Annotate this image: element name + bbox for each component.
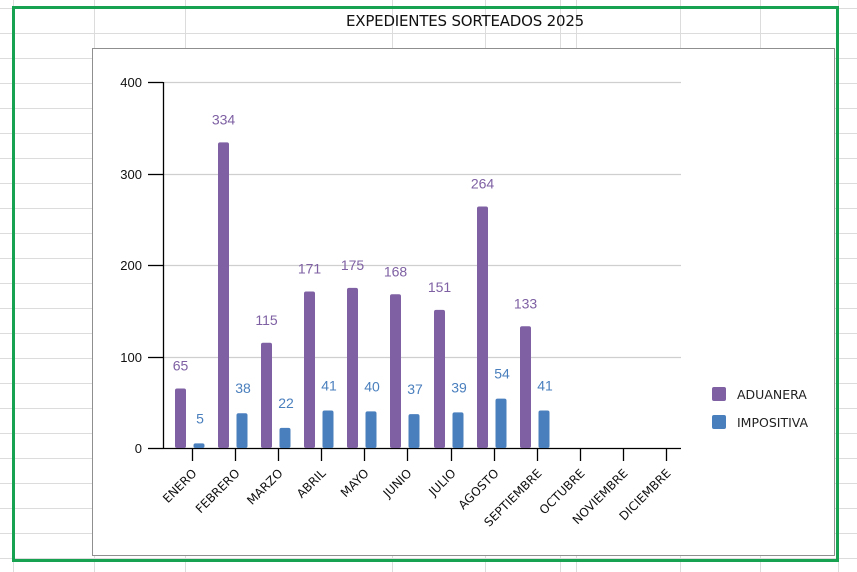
bar-aduanera	[434, 309, 445, 448]
bar-impositiva	[538, 410, 550, 448]
bar-impositiva	[322, 410, 334, 448]
x-tick-label: ABRIL	[294, 466, 329, 501]
x-tick-label: MARZO	[244, 466, 285, 507]
x-tick-label: MAYO	[338, 466, 372, 500]
x-tick-label: FEBRERO	[193, 466, 243, 516]
bar-aduanera	[304, 291, 315, 448]
bar-aduanera	[261, 342, 272, 448]
data-label-aduanera: 334	[212, 111, 236, 127]
chart-area[interactable]: 0 100 200 300 400 ENERO 65 5 FEBRERO 334 38 MARZO 11…	[92, 48, 835, 556]
bar-impositiva	[365, 411, 377, 448]
bar-aduanera	[520, 326, 531, 448]
plot-area: 0 100 200 300 400 ENERO 65 5 FEBRERO 334 38 MARZO 11…	[120, 75, 681, 529]
data-label-aduanera: 133	[514, 295, 538, 311]
bar-impositiva	[495, 398, 507, 448]
data-label-impositiva: 38	[235, 380, 251, 396]
bar-impositiva	[193, 443, 205, 448]
data-label-aduanera: 115	[255, 312, 278, 328]
data-label-aduanera: 168	[384, 263, 408, 279]
x-tick-label: ENERO	[160, 466, 200, 506]
x-tick-label: JULIO	[425, 466, 458, 499]
data-label-aduanera: 65	[173, 358, 189, 374]
bar-impositiva	[452, 412, 464, 448]
legend-swatch-aduanera	[712, 387, 726, 401]
data-label-impositiva: 39	[451, 379, 467, 395]
y-tick-label: 0	[135, 441, 142, 456]
bar-aduanera	[390, 294, 401, 448]
bar-aduanera	[218, 142, 229, 448]
data-label-impositiva: 54	[494, 366, 510, 382]
y-tick-label: 300	[120, 167, 142, 182]
data-label-aduanera: 264	[471, 175, 495, 191]
bar-impositiva	[236, 413, 248, 448]
x-tick-label: JUNIO	[380, 466, 415, 501]
legend-item-aduanera: ADUANERA	[712, 387, 807, 402]
data-label-impositiva: 22	[278, 395, 294, 411]
bar-impositiva	[279, 427, 291, 448]
chart-title: EXPEDIENTES SORTEADOS 2025	[345, 12, 585, 30]
bar-aduanera	[175, 388, 186, 448]
legend-item-impositiva: IMPOSITIVA	[712, 415, 808, 430]
data-label-impositiva: 41	[321, 377, 337, 393]
data-label-aduanera: 151	[428, 279, 452, 295]
legend-label: IMPOSITIVA	[737, 415, 809, 430]
y-tick-label: 400	[120, 75, 142, 90]
data-label-impositiva: 40	[364, 378, 380, 394]
bar-aduanera	[347, 287, 358, 448]
y-tick-label: 200	[120, 258, 142, 273]
data-label-impositiva: 41	[537, 377, 553, 393]
data-label-impositiva: 5	[196, 410, 204, 426]
bar-impositiva	[408, 414, 420, 448]
selection-border	[12, 6, 839, 562]
legend-label: ADUANERA	[737, 387, 807, 402]
data-label-impositiva: 37	[407, 381, 423, 397]
data-label-aduanera: 175	[341, 257, 365, 273]
bar-aduanera	[477, 206, 488, 448]
legend-swatch-impositiva	[712, 415, 726, 429]
y-tick-label: 100	[120, 350, 142, 365]
data-label-aduanera: 171	[298, 261, 322, 277]
